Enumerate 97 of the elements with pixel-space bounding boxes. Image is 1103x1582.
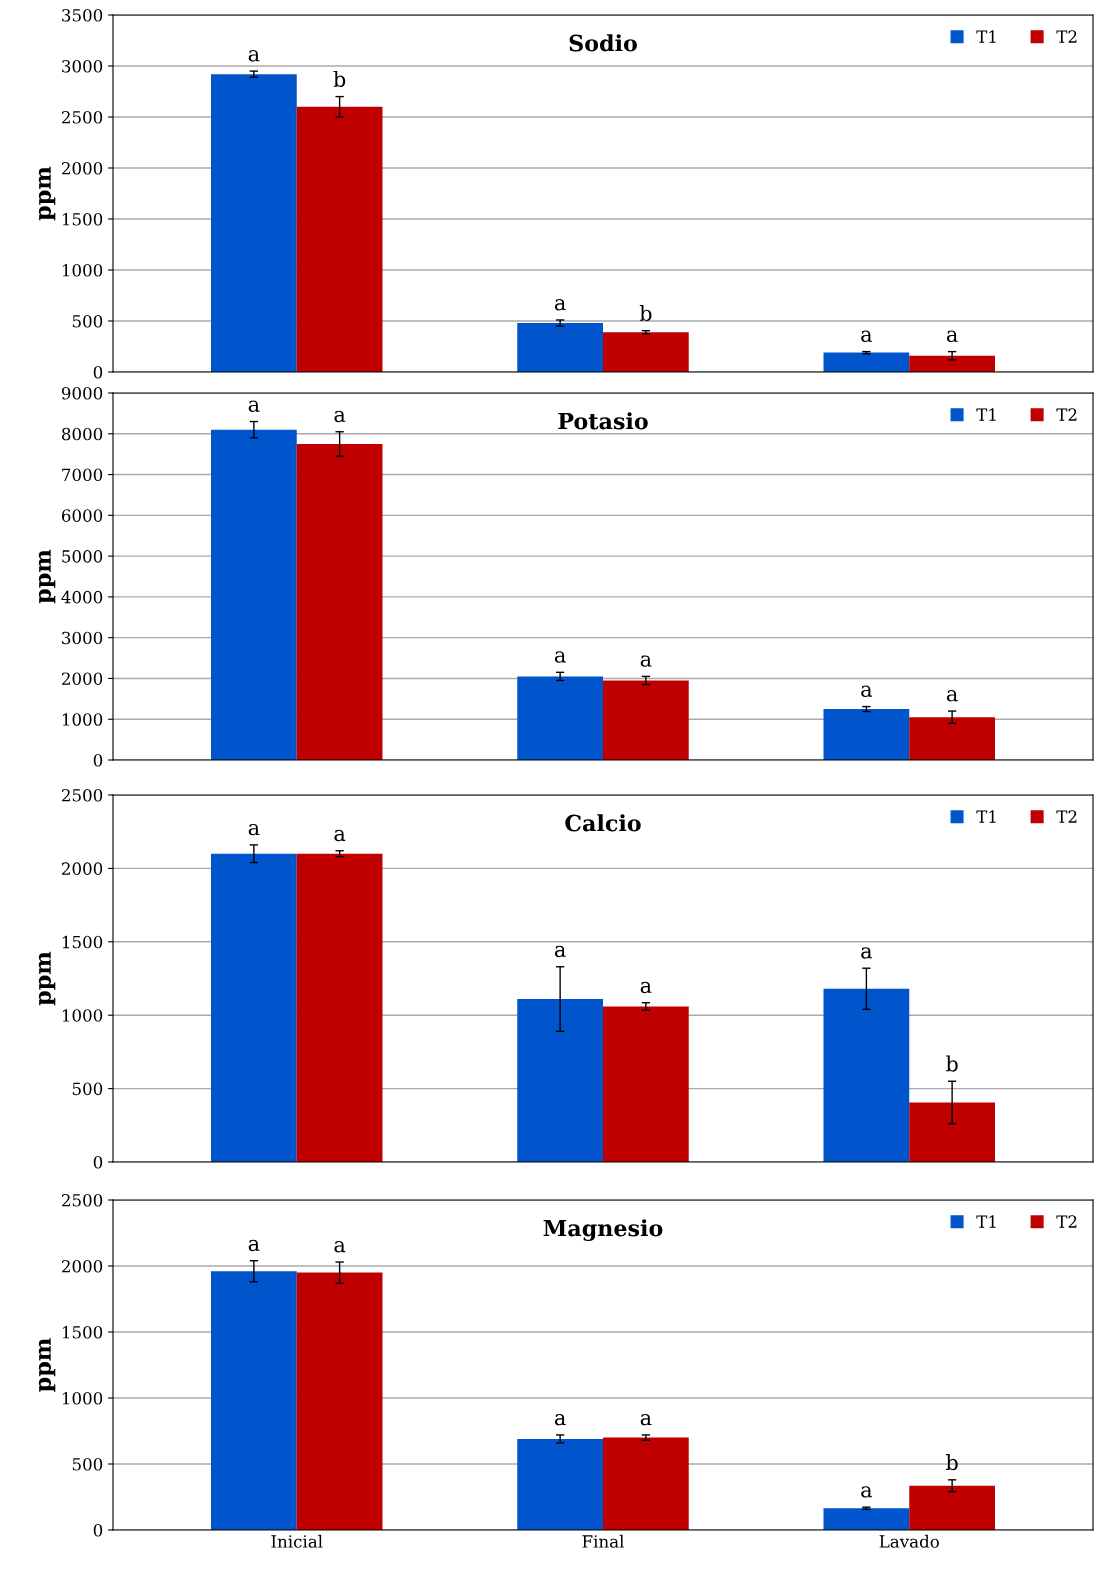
y-tick-label: 0 (93, 1155, 103, 1169)
bar (211, 429, 297, 760)
legend-label: T2 (1056, 810, 1077, 823)
data-label: a (248, 400, 260, 412)
y-tick-label: 1000 (62, 1391, 103, 1405)
y-tick-label: 500 (72, 1457, 103, 1471)
y-tick-label: 2000 (61, 672, 103, 686)
y-axis-title: ppm (38, 549, 56, 604)
bar (909, 355, 995, 372)
data-label: a (554, 945, 566, 958)
bar (603, 332, 689, 372)
bar (517, 1438, 603, 1530)
text: Sodio (569, 34, 637, 52)
data-label: a (334, 410, 346, 423)
bar (296, 1272, 383, 1530)
y-tick-label: 3000 (62, 631, 103, 645)
y-tick-label: 8000 (61, 427, 103, 441)
x-tick-label: Final (582, 1534, 624, 1548)
y-tick-label: 1000 (62, 1009, 103, 1022)
bar (603, 1006, 689, 1162)
data-label: b (639, 304, 652, 322)
y-tick-label: 2000 (61, 161, 103, 175)
legend-label: T1 (976, 1215, 996, 1228)
text: Calcio (565, 814, 641, 832)
bar (823, 352, 910, 372)
data-label: b (946, 1055, 958, 1072)
y-tick-label: 0 (93, 365, 103, 379)
bar (211, 853, 297, 1162)
y-tick-label: 2500 (61, 788, 103, 802)
y-tick-label: 0 (93, 753, 103, 767)
data-label: a (248, 823, 260, 836)
bar (296, 106, 383, 372)
data-label: a (861, 1486, 872, 1498)
legend-label: T1 (976, 30, 996, 43)
bar (296, 443, 383, 760)
data-label: a (554, 298, 566, 311)
legend-label: T2 (1056, 1215, 1077, 1228)
legend-label: T2 (1056, 408, 1077, 421)
data-label: a (248, 50, 260, 62)
data-label: a (248, 1239, 260, 1252)
data-label: a (640, 1413, 652, 1426)
y-tick-label: 1500 (62, 212, 103, 226)
data-label: a (946, 330, 958, 343)
data-label: a (554, 651, 566, 663)
y-tick-label: 5000 (62, 550, 103, 563)
data-label: a (334, 1241, 346, 1253)
y-tick-label: 9000 (61, 386, 103, 400)
y-tick-label: 1000 (62, 713, 103, 726)
bar (909, 1102, 995, 1162)
bar (517, 676, 603, 760)
y-tick-label: 3500 (62, 8, 103, 22)
text: Magnesio (543, 1219, 663, 1242)
y-tick-label: 7000 (62, 468, 103, 482)
y-axis-title: ppm (38, 166, 56, 221)
data-label: a (946, 690, 958, 702)
legend-label: T1 (976, 408, 996, 421)
legend-label: T1 (976, 810, 996, 823)
bar (517, 999, 603, 1162)
data-label: a (861, 330, 872, 343)
bar (823, 1508, 910, 1530)
data-label: b (333, 70, 346, 88)
data-label: b (946, 1454, 958, 1471)
data-label: a (640, 981, 652, 994)
y-tick-label: 2000 (61, 862, 103, 875)
y-tick-label: 500 (72, 314, 103, 328)
legend-label: T2 (1056, 30, 1077, 43)
y-tick-label: 1000 (62, 263, 103, 277)
data-label: a (861, 685, 872, 697)
bar (823, 988, 910, 1162)
y-axis-title: ppm (38, 951, 56, 1006)
data-label: a (640, 655, 652, 667)
data-label: a (861, 947, 872, 959)
bar (909, 1485, 995, 1530)
bar (296, 853, 383, 1162)
bar (823, 709, 910, 760)
x-tick-label: Inicial (271, 1534, 323, 1548)
y-tick-label: 4000 (61, 590, 103, 604)
y-axis-title: ppm (38, 1338, 56, 1392)
bar (603, 680, 689, 760)
bar (517, 323, 603, 372)
bar (211, 1271, 297, 1530)
y-tick-label: 2000 (61, 1259, 103, 1273)
data-label: a (554, 1413, 566, 1426)
x-tick-label: Lavado (879, 1534, 939, 1548)
y-tick-label: 6000 (61, 509, 103, 522)
data-label: a (334, 829, 346, 842)
y-tick-label: 2500 (61, 110, 103, 124)
bar (211, 74, 297, 372)
y-tick-label: 500 (72, 1082, 103, 1096)
bar (909, 717, 995, 760)
y-tick-label: 2500 (61, 1193, 103, 1207)
y-tick-label: 1500 (62, 1325, 103, 1339)
y-tick-label: 0 (93, 1523, 103, 1537)
bar (603, 1437, 689, 1530)
y-tick-label: 1500 (62, 935, 103, 949)
text: Potasio (558, 412, 648, 430)
y-tick-label: 3000 (62, 59, 103, 73)
